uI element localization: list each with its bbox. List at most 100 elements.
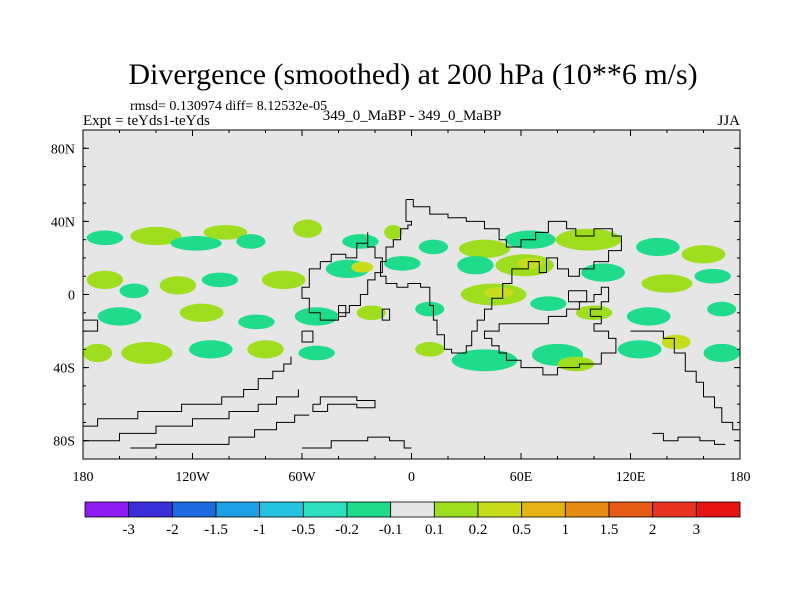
field-blob-neg [384,256,421,271]
coastline [652,432,726,445]
divergence-field [83,219,740,372]
colorbar-label: -2 [166,522,179,538]
field-blob-neg [294,307,339,326]
y-tick-label: 80S [53,435,75,450]
field-blob-neg [626,307,671,326]
colorbar-swatch [346,501,392,518]
field-blob-neg [694,268,731,284]
colorbar-label: 1.5 [600,522,619,538]
colorbar-swatch [652,501,697,518]
case-label: 349_0_MaBP - 349_0_MaBP [323,108,502,124]
field-blob-neg [617,340,662,359]
axis-ticks: 180 120W 60W 0 60E 120E 180 80N 40N 0 40S 80S [51,129,751,485]
field-blob-neg [418,239,448,255]
field-blob-neg [236,234,266,249]
field-blob-pos [356,305,386,321]
colorbar-label: -0.5 [291,522,315,538]
field-blob-pos [86,270,124,290]
colorbar-label: 1 [562,522,570,538]
colorbar-swatch [128,501,173,518]
x-tick-label: 180 [730,470,751,485]
colorbar-label: -3 [122,522,135,538]
coastline [630,330,740,431]
x-tick-label: 180 [73,470,94,485]
field-blob-neg [703,343,740,363]
y-tick-label: 80N [51,142,75,157]
field-blob-pos [130,226,182,246]
colorbar-swatch [521,501,566,518]
coastline [302,436,412,449]
field-blob-neg [342,234,379,249]
field-blob-neg [457,256,494,275]
field-blob-pos [203,225,248,240]
field-blob-pos2 [484,287,514,299]
colorbar-label: 0.1 [425,522,444,538]
x-tick-label: 120E [616,470,646,485]
colorbar-swatch [608,501,654,518]
field-blob-pos2 [661,334,691,350]
colorbar-swatch [695,501,741,518]
coastlines [83,199,740,449]
colorbar-swatch [215,501,261,518]
coastline [83,319,99,332]
colorbar-swatch [84,501,130,518]
field-blob-pos [458,239,511,258]
colorbar-label: -0.2 [335,522,359,538]
colorbar-swatch [477,501,523,518]
colorbar-label: -1.5 [204,522,228,538]
colorbar-label: 2 [649,522,657,538]
field-blob-neg [170,236,222,251]
coastline [381,308,391,321]
colorbar-swatch [433,501,479,518]
field-blob-neg [451,349,518,372]
field-blob-pos [384,225,403,240]
colorbar-swatch [302,501,348,518]
x-tick-label: 120W [175,470,210,485]
expt-label: Expt = teYds1-teYds [83,113,210,129]
x-tick-label: 0 [408,470,415,485]
field-blob-pos [159,276,197,295]
coastline [130,414,310,449]
colorbar-swatch [564,501,610,518]
field-blob-neg [201,272,239,288]
coastline [568,290,588,303]
colorbar-swatch [390,501,435,518]
coastline [312,396,376,412]
colorbar-label: 0.5 [512,522,531,538]
colorbar: -3 -2 -1.5 -1 -0.5 -0.2 -0.1 0.1 0.2 0.5 1 1.5 2 3 [84,501,741,538]
field-blob-neg [635,237,680,257]
field-blob-pos [681,245,726,264]
field-blob-neg [188,340,233,359]
coastline [83,389,299,442]
y-tick-label: 40S [53,362,75,377]
y-tick-label: 40N [51,215,75,230]
colorbar-swatch [171,501,217,518]
coastline [484,286,617,376]
coastline [83,356,292,427]
colorbar-label: -0.1 [379,522,403,538]
field-blob-neg [298,345,335,361]
field-blob-pos [261,270,306,290]
field-blob-neg [530,296,567,311]
colorbar-label: 0.2 [469,522,488,538]
field-blob-neg [238,314,275,330]
field-blob-pos [121,342,173,364]
coastline [338,305,347,317]
coastline [380,199,622,354]
field-blob-neg [86,230,124,246]
field-blob-pos [292,219,323,238]
chart-title: Divergence (smoothed) at 200 hPa (10**6 … [128,58,697,91]
field-blob-pos [575,305,613,321]
field-blob-pos [641,274,693,293]
field-blob-pos2 [351,261,374,273]
field-blob-pos [83,343,113,363]
field-blob-neg [97,307,142,326]
y-tick-label: 0 [68,289,75,304]
stats-label: rmsd= 0.130974 diff= 8.12532e-05 [130,99,327,114]
colorbar-label: 3 [693,522,701,538]
field-blob-pos [179,303,224,322]
field-blob-pos [247,340,284,359]
field-blob-neg [581,263,626,282]
x-tick-label: 60E [510,470,533,485]
